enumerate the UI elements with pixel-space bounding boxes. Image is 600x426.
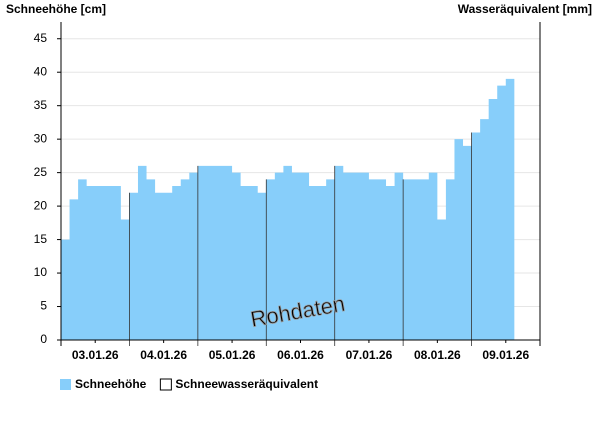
x-tick-label: 03.01.26 [72,348,119,362]
legend-swatch [159,378,172,391]
x-tick-label: 07.01.26 [346,348,393,362]
y-axis-label: Schneehöhe [cm] [6,2,106,16]
x-tick-label: 04.01.26 [140,348,187,362]
y-tick-label: 25 [34,165,48,179]
y-tick-label: 40 [34,64,48,78]
legend-swatch [60,379,71,390]
y-tick-label: 45 [34,31,48,45]
y-tick-label: 30 [34,131,48,145]
y-tick-label: 15 [34,232,48,246]
y-tick-label: 35 [34,98,48,112]
x-tick-label: 05.01.26 [209,348,256,362]
legend-label: Schneewasseräquivalent [175,377,318,391]
x-tick-label: 08.01.26 [414,348,461,362]
x-tick-label: 06.01.26 [277,348,324,362]
y-tick-label: 10 [34,265,48,279]
legend-label: Schneehöhe [75,377,147,391]
y2-axis-label: Wasseräquivalent [mm] [458,2,592,16]
y-tick-label: 5 [40,299,47,313]
area [61,78,515,340]
y-tick-label: 0 [40,332,47,346]
x-tick-label: 09.01.26 [482,348,529,362]
y-tick-label: 20 [34,198,48,212]
